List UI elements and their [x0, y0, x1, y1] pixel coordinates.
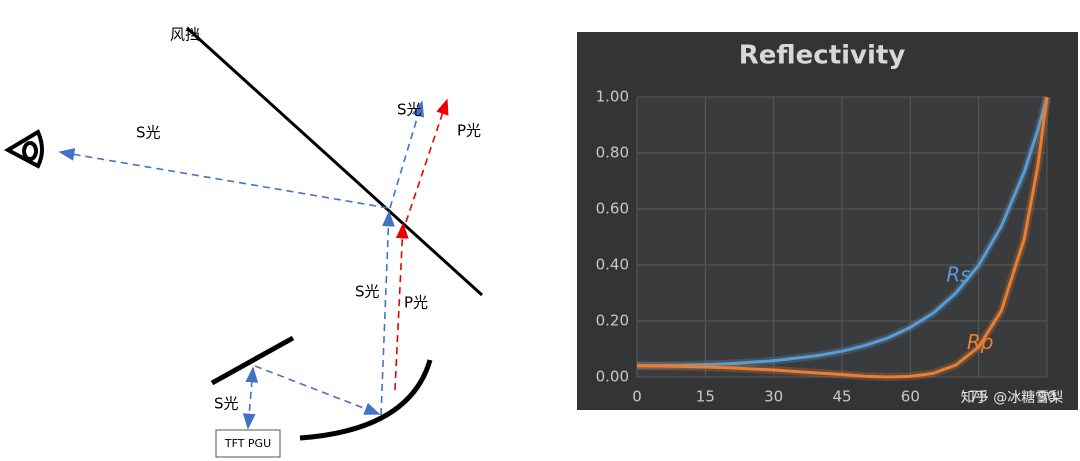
x-tick-label: 75 — [969, 388, 988, 406]
x-tick-label: 30 — [764, 388, 783, 406]
y-tick-label: 0.80 — [596, 144, 629, 162]
x-tick-label: 45 — [832, 388, 851, 406]
ray-pgu — [242, 366, 259, 430]
watermark: 知乎 @冰糖雪梨 — [961, 389, 1063, 406]
label: 风挡 — [170, 26, 200, 44]
series-line — [636, 96, 1049, 379]
ray-p-incident — [394, 222, 409, 391]
chart-title: Reflectivity — [739, 41, 906, 71]
series-line — [636, 96, 1049, 368]
y-tick-label: 0.20 — [596, 312, 629, 330]
chart: Reflectivity 0.00 0.20 0.40 0.60 0.80 1.00 0 15… — [577, 32, 1078, 410]
label: S光 — [136, 124, 161, 142]
label: S光 — [214, 395, 239, 413]
ray-p-up — [405, 98, 449, 223]
label: S光 — [355, 283, 380, 301]
x-tick-label: 60 — [901, 388, 920, 406]
series-label: Rp — [967, 330, 994, 354]
label: P光 — [404, 294, 428, 312]
pgu-box — [215, 429, 281, 458]
hud-diagram: 风挡 S光 S光 P光 S光 P光 S光 TFT PGU — [3, 26, 484, 458]
windshield — [185, 26, 484, 297]
label: S光 — [397, 101, 422, 119]
ray-s-reflected — [389, 100, 424, 209]
ray-s-incident — [380, 210, 395, 416]
y-tick-label: 0.60 — [596, 200, 629, 218]
y-tick-label: 0.00 — [596, 368, 629, 386]
series-label: Rs — [946, 263, 970, 287]
label: TFT PGU — [224, 437, 271, 450]
x-tick-label: 90 — [1037, 388, 1056, 406]
y-tick-label: 0.40 — [596, 256, 629, 274]
fold-mirror — [210, 335, 295, 386]
label: P光 — [457, 122, 481, 140]
x-tick-label: 15 — [696, 388, 715, 406]
curved-mirror — [299, 359, 433, 441]
ray-s-to-eye — [58, 148, 389, 209]
y-tick-label: 1.00 — [596, 88, 629, 106]
ray-fold — [254, 365, 381, 415]
eye — [3, 129, 44, 169]
x-tick-label: 0 — [632, 388, 642, 406]
